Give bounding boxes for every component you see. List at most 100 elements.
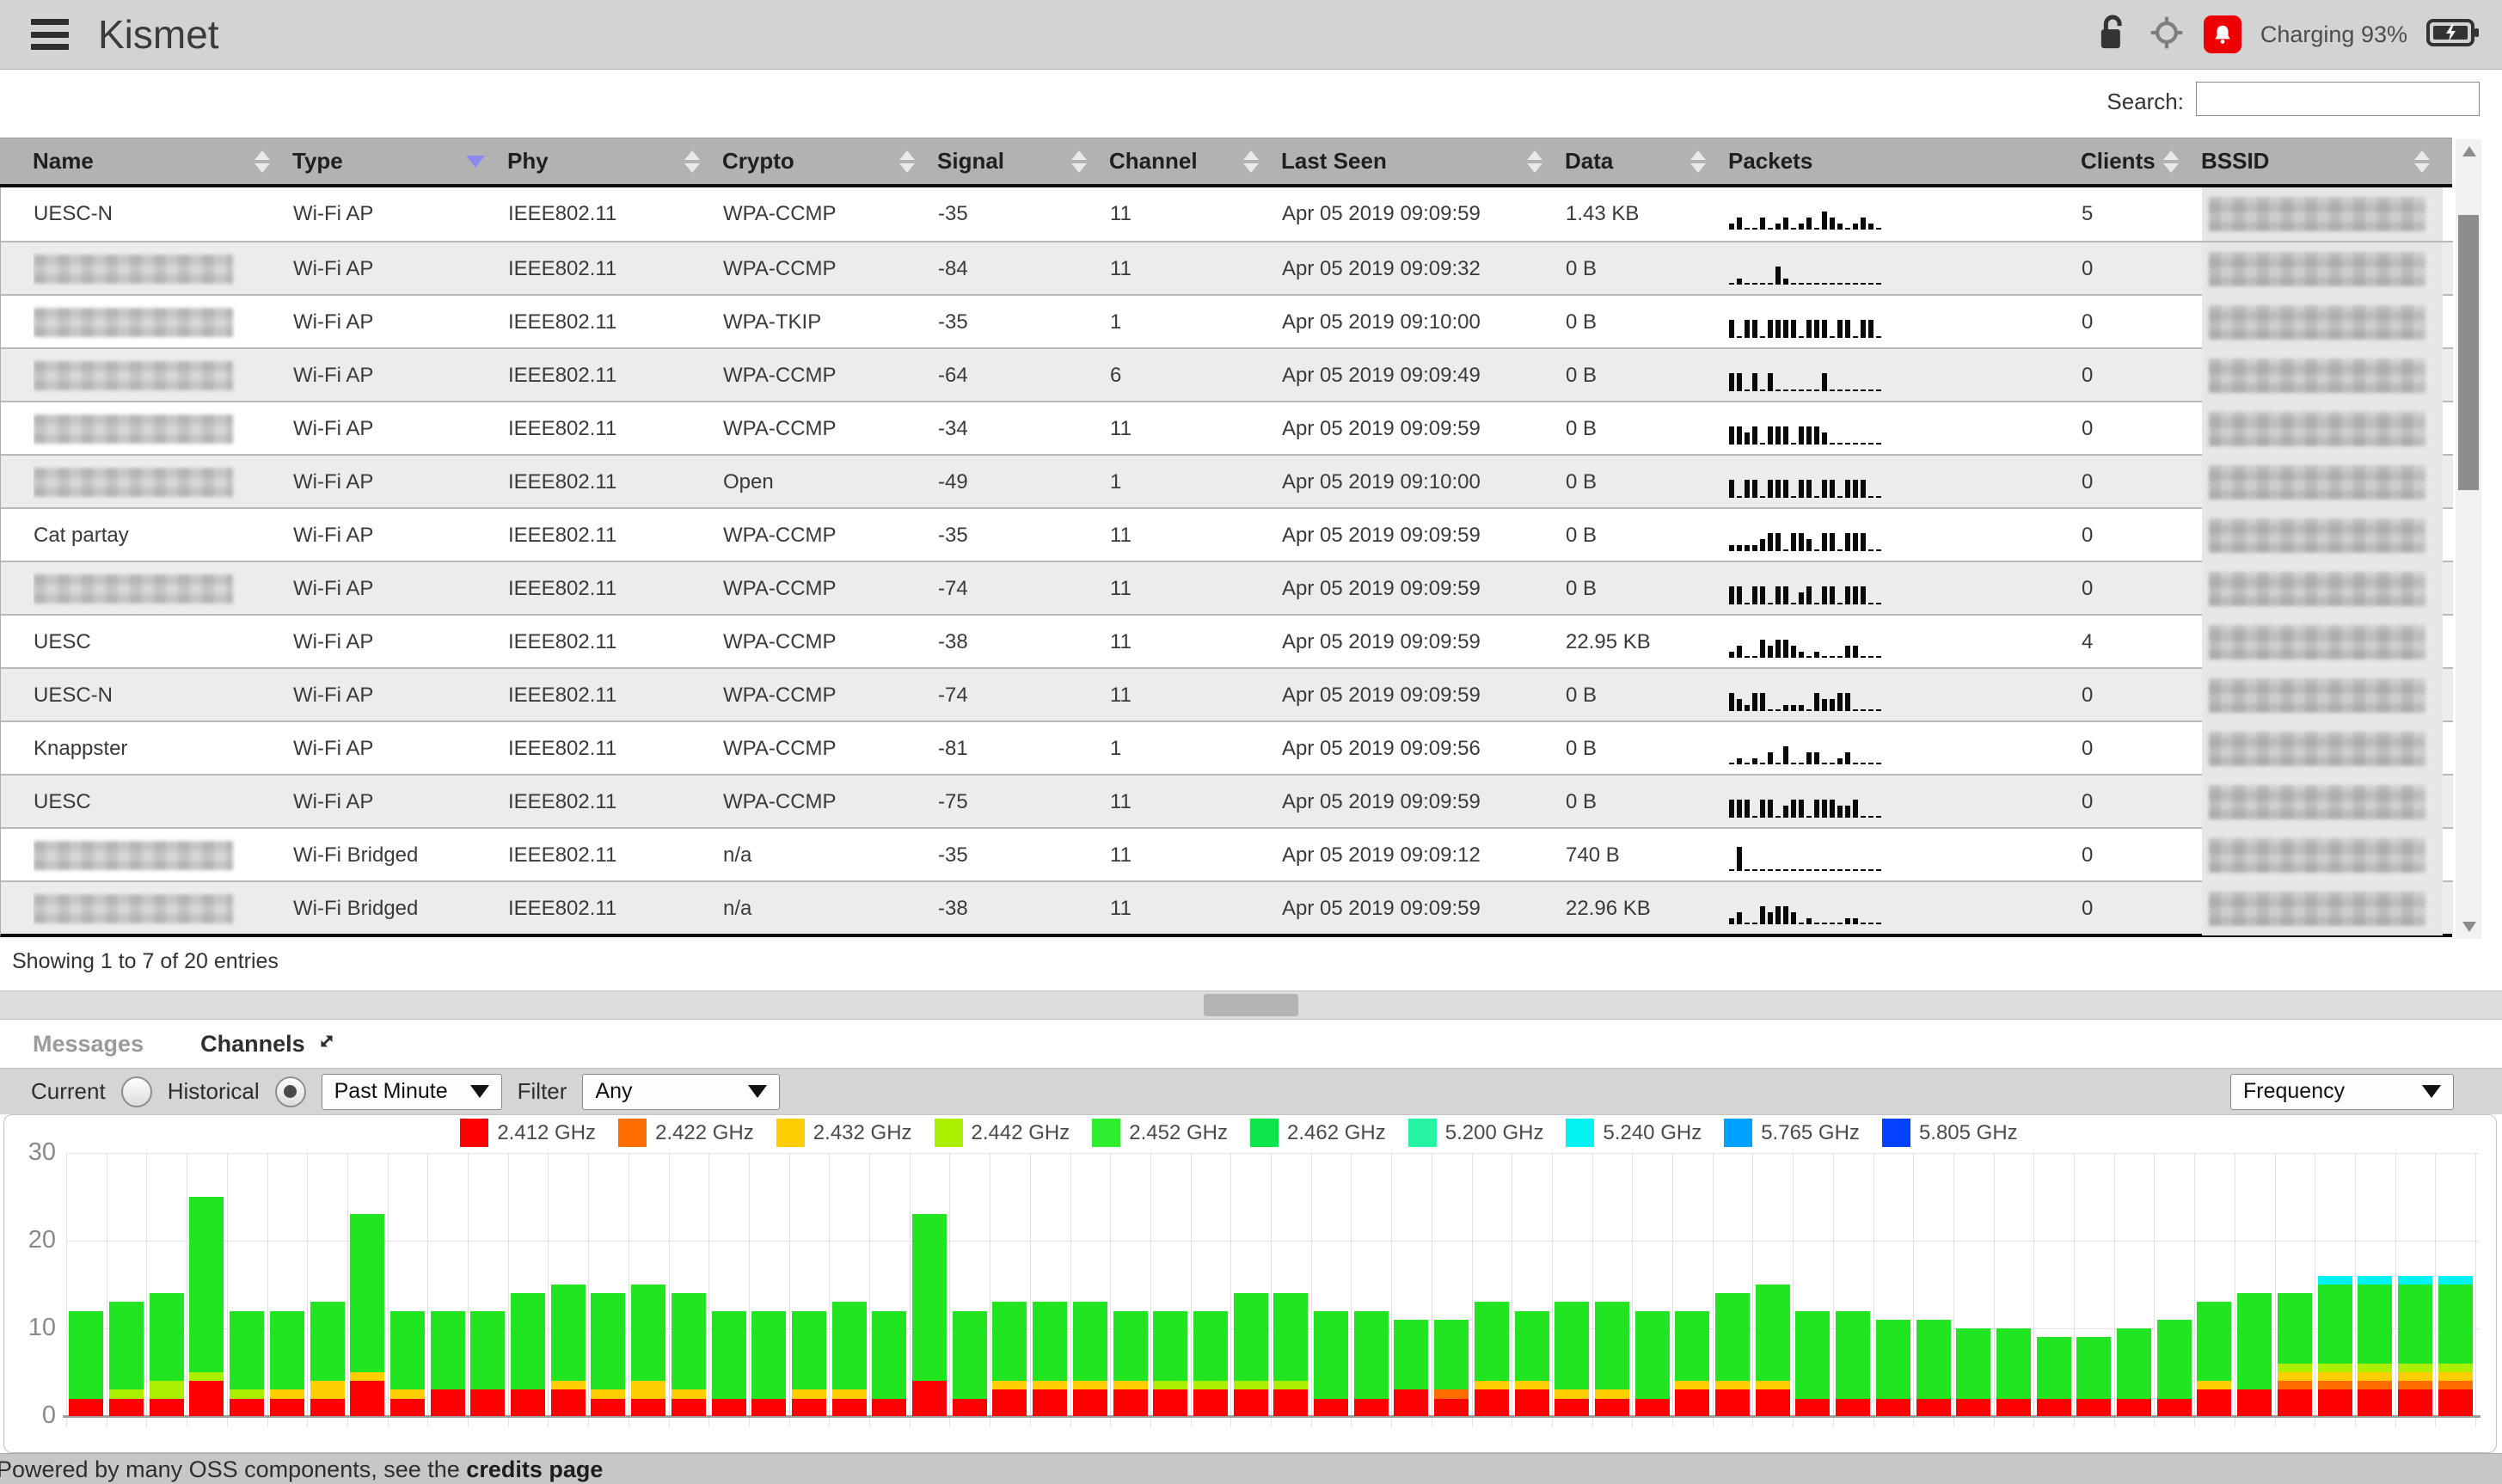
chart-bar[interactable] <box>350 1214 385 1416</box>
sort-desc-icon[interactable] <box>1071 163 1087 173</box>
chart-bar[interactable] <box>310 1302 345 1416</box>
table-row[interactable]: UESC-N Wi-Fi AP IEEE802.11 WPA-CCMP -35 11 Apr… <box>1 187 2453 241</box>
chart-bar[interactable] <box>1273 1293 1309 1416</box>
column-header-signal[interactable]: Signal <box>937 138 1109 184</box>
sort-asc-icon[interactable] <box>899 150 915 160</box>
sort-desc-icon[interactable] <box>899 163 915 173</box>
sort-arrows-icon[interactable] <box>2163 150 2179 173</box>
chart-bar[interactable] <box>1916 1319 1951 1416</box>
chart-bar[interactable] <box>1795 1310 1831 1416</box>
sort-arrows-icon[interactable] <box>899 150 915 173</box>
column-header-phy[interactable]: Phy <box>507 138 722 184</box>
chart-bar[interactable] <box>1353 1310 1389 1416</box>
sort-desc-active-icon[interactable] <box>466 155 485 168</box>
chart-bar[interactable] <box>2237 1293 2272 1416</box>
chart-bar[interactable] <box>1033 1302 1068 1416</box>
chart-bar[interactable] <box>1314 1310 1349 1416</box>
chart-bar[interactable] <box>2277 1293 2312 1416</box>
chart-bar[interactable] <box>2358 1275 2393 1416</box>
table-row[interactable]: Cat partay Wi-Fi AP IEEE802.11 WPA-CCMP -35 1… <box>1 507 2453 562</box>
credits-link[interactable]: credits page <box>466 1456 604 1482</box>
sort-asc-icon[interactable] <box>1243 150 1259 160</box>
unlock-icon[interactable] <box>2097 14 2130 56</box>
column-header-channel[interactable]: Channel <box>1109 138 1281 184</box>
tab-channels[interactable]: Channels <box>200 1030 338 1058</box>
chart-bar[interactable] <box>591 1293 626 1416</box>
table-row[interactable]: UESC-N Wi-Fi AP IEEE802.11 WPA-CCMP -74 11 Apr… <box>1 667 2453 722</box>
sort-arrows-icon[interactable] <box>2414 150 2430 173</box>
chart-bar[interactable] <box>2076 1337 2112 1416</box>
table-row[interactable]: Wi-Fi AP IEEE802.11 WPA-CCMP -74 11 Apr 05 20… <box>1 561 2453 616</box>
sort-arrows-icon[interactable] <box>1527 150 1542 173</box>
sort-desc-icon[interactable] <box>1527 163 1542 173</box>
sort-asc-icon[interactable] <box>1071 150 1087 160</box>
sort-desc-icon[interactable] <box>1243 163 1259 173</box>
column-header-clients[interactable]: Clients <box>2081 138 2201 184</box>
column-header-data[interactable]: Data <box>1565 138 1728 184</box>
chart-bar[interactable] <box>1875 1319 1910 1416</box>
chart-bar[interactable] <box>230 1310 265 1416</box>
chart-bar[interactable] <box>751 1310 787 1416</box>
chart-bar[interactable] <box>470 1310 506 1416</box>
sort-asc-icon[interactable] <box>1690 150 1706 160</box>
chart-bar[interactable] <box>2117 1328 2152 1416</box>
chart-bar[interactable] <box>109 1302 144 1416</box>
chart-bar[interactable] <box>1836 1310 1871 1416</box>
scroll-up-icon[interactable] <box>2462 146 2476 156</box>
sort-arrows-icon[interactable] <box>684 150 700 173</box>
table-row[interactable]: Wi-Fi AP IEEE802.11 WPA-TKIP -35 1 Apr 05 201… <box>1 294 2453 349</box>
sort-desc-icon[interactable] <box>2163 163 2179 173</box>
table-row[interactable]: Wi-Fi AP IEEE802.11 WPA-CCMP -34 11 Apr 05 20… <box>1 401 2453 456</box>
chart-bar[interactable] <box>1555 1302 1590 1416</box>
filter-select[interactable]: Any <box>582 1073 781 1110</box>
time-range-select[interactable]: Past Minute <box>321 1073 502 1110</box>
sort-asc-icon[interactable] <box>254 150 270 160</box>
chart-bar[interactable] <box>1996 1328 2031 1416</box>
chart-bar[interactable] <box>952 1310 987 1416</box>
chart-bar[interactable] <box>2197 1302 2232 1416</box>
splitter-handle[interactable] <box>1204 994 1298 1016</box>
chart-bar[interactable] <box>791 1310 826 1416</box>
sort-arrows-icon[interactable] <box>466 155 485 168</box>
chart-bar[interactable] <box>2036 1337 2071 1416</box>
column-header-bssid[interactable]: BSSID <box>2201 138 2452 184</box>
search-input[interactable] <box>2196 82 2480 116</box>
chart-bar[interactable] <box>550 1285 586 1416</box>
chart-bar[interactable] <box>1072 1302 1107 1416</box>
current-radio[interactable] <box>120 1076 152 1107</box>
column-header-packets[interactable]: Packets <box>1728 138 2081 184</box>
chart-bar[interactable] <box>1715 1293 1751 1416</box>
chart-bar[interactable] <box>2397 1275 2432 1416</box>
chart-bar[interactable] <box>389 1310 425 1416</box>
column-header-last-seen[interactable]: Last Seen <box>1281 138 1565 184</box>
chart-bar[interactable] <box>2156 1319 2192 1416</box>
table-row[interactable]: Knappster Wi-Fi AP IEEE802.11 WPA-CCMP -81 1 A… <box>1 721 2453 776</box>
chart-bar[interactable] <box>1233 1293 1268 1416</box>
chart-bar[interactable] <box>1153 1310 1188 1416</box>
sort-asc-icon[interactable] <box>1527 150 1542 160</box>
sort-desc-icon[interactable] <box>684 163 700 173</box>
sort-arrows-icon[interactable] <box>254 150 270 173</box>
table-scrollbar[interactable] <box>2456 139 2481 939</box>
chart-bar[interactable] <box>1113 1310 1148 1416</box>
chart-bar[interactable] <box>2438 1275 2473 1416</box>
chart-bar[interactable] <box>1394 1319 1429 1416</box>
sort-asc-icon[interactable] <box>2414 150 2430 160</box>
chart-bar[interactable] <box>912 1214 947 1416</box>
sort-arrows-icon[interactable] <box>1690 150 1706 173</box>
chart-bar[interactable] <box>872 1310 907 1416</box>
chart-bar[interactable] <box>1514 1310 1549 1416</box>
chart-bar[interactable] <box>711 1310 746 1416</box>
table-row[interactable]: Wi-Fi AP IEEE802.11 WPA-CCMP -64 6 Apr 05 201… <box>1 347 2453 402</box>
column-header-type[interactable]: Type <box>292 138 507 184</box>
chart-bar[interactable] <box>1193 1310 1228 1416</box>
chart-bar[interactable] <box>1434 1319 1469 1416</box>
table-row[interactable]: UESC Wi-Fi AP IEEE802.11 WPA-CCMP -38 11 Apr 0… <box>1 614 2453 669</box>
expand-icon[interactable] <box>316 1030 338 1058</box>
chart-bar[interactable] <box>1755 1285 1790 1416</box>
sort-desc-icon[interactable] <box>1690 163 1706 173</box>
tab-messages[interactable]: Messages <box>33 1031 144 1058</box>
chart-bar[interactable] <box>1634 1310 1670 1416</box>
menu-icon[interactable] <box>31 19 69 50</box>
chart-bar[interactable] <box>269 1310 304 1416</box>
